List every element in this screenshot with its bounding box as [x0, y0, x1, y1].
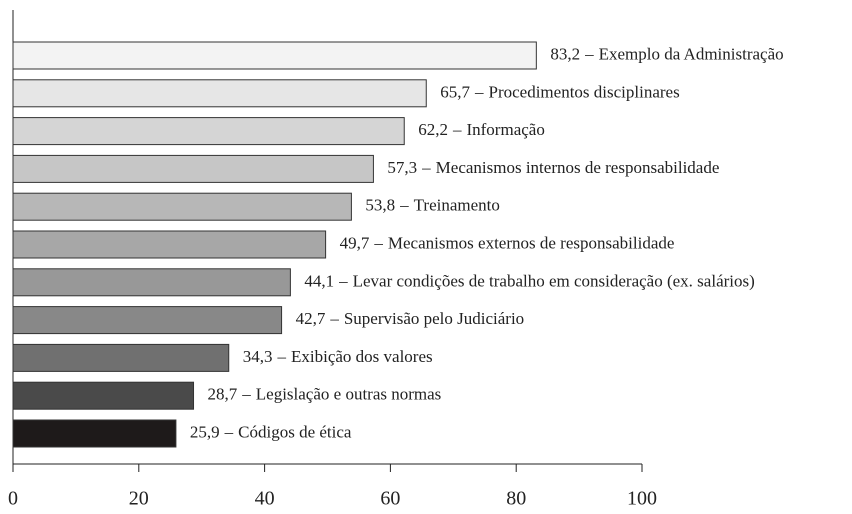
bar	[12, 306, 283, 335]
category-label: Treinamento	[414, 196, 500, 215]
bar-label: 53,8– Treinamento	[365, 196, 500, 215]
x-tick-label: 0	[8, 488, 18, 510]
value-label: 62,2	[418, 120, 448, 139]
bar-label: 49,7– Mecanismos externos de responsabili…	[340, 233, 675, 252]
category-label: Mecanismos externos de responsabilidade	[388, 233, 675, 252]
x-tick-label: 40	[255, 488, 275, 510]
value-label: 25,9	[190, 422, 220, 441]
bar	[12, 230, 327, 259]
x-tick-label: 60	[380, 488, 400, 510]
label-separator: –	[224, 422, 234, 441]
x-tick-label: 80	[506, 488, 526, 510]
bar	[12, 268, 291, 297]
category-label: Exibição dos valores	[291, 347, 433, 366]
bar	[12, 154, 374, 183]
x-tick-label: 20	[129, 488, 149, 510]
bar-label: 28,7– Legislação e outras normas	[208, 385, 442, 404]
value-label: 34,3	[243, 347, 273, 366]
bar	[12, 419, 177, 448]
label-separator: –	[584, 44, 594, 63]
value-label: 65,7	[440, 82, 470, 101]
label-separator: –	[276, 347, 286, 366]
label-separator: –	[241, 385, 251, 404]
bar-label: 83,2– Exemplo da Administração	[550, 44, 783, 63]
bar-label: 65,7– Procedimentos disciplinares	[440, 82, 679, 101]
category-label: Informação	[466, 120, 544, 139]
value-label: 83,2	[550, 44, 580, 63]
x-tick-label: 100	[627, 488, 657, 510]
bar	[12, 41, 537, 70]
category-label: Exemplo da Administração	[599, 44, 784, 63]
bar-label: 25,9– Códigos de ética	[190, 422, 352, 441]
bar-label: 34,3– Exibição dos valores	[243, 347, 433, 366]
label-separator: –	[373, 233, 383, 252]
category-label: Levar condições de trabalho em considera…	[353, 271, 755, 290]
bar	[12, 343, 230, 372]
label-separator: –	[338, 271, 348, 290]
bar	[12, 117, 405, 146]
category-label: Mecanismos internos de responsabilidade	[436, 158, 720, 177]
label-separator: –	[421, 158, 431, 177]
value-label: 49,7	[340, 233, 370, 252]
bar	[12, 381, 195, 410]
category-label: Códigos de ética	[238, 422, 352, 441]
label-separator: –	[329, 309, 339, 328]
label-separator: –	[452, 120, 462, 139]
value-label: 57,3	[387, 158, 417, 177]
bar	[12, 192, 352, 221]
value-label: 44,1	[304, 271, 334, 290]
bar-label: 62,2– Informação	[418, 120, 545, 139]
bar-label: 57,3– Mecanismos internos de responsabili…	[387, 158, 719, 177]
category-label: Procedimentos disciplinares	[489, 82, 680, 101]
value-label: 42,7	[296, 309, 326, 328]
bar-label: 44,1– Levar condições de trabalho em cons…	[304, 271, 754, 290]
label-separator: –	[474, 82, 484, 101]
value-label: 53,8	[365, 196, 395, 215]
bar	[12, 79, 427, 108]
bar-label: 42,7– Supervisão pelo Judiciário	[296, 309, 525, 328]
category-label: Supervisão pelo Judiciário	[344, 309, 524, 328]
category-label: Legislação e outras normas	[256, 385, 442, 404]
value-label: 28,7	[208, 385, 238, 404]
label-separator: –	[399, 196, 409, 215]
